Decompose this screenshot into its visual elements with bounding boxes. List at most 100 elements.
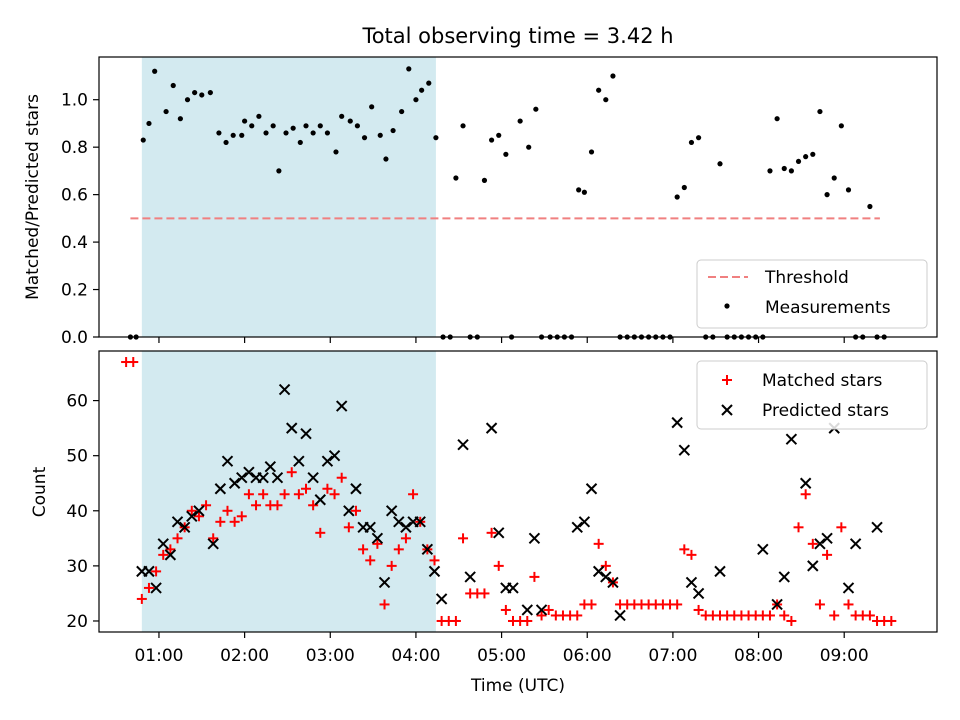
measurement-point	[170, 82, 176, 89]
matched-star-point	[136, 593, 147, 604]
predicted-star-point	[457, 438, 469, 451]
predicted-star-point	[671, 416, 683, 429]
measurement-point	[838, 123, 844, 129]
measurement-point	[270, 123, 276, 129]
predicted-star-point	[221, 455, 234, 467]
bottom-legend-box	[696, 360, 928, 430]
matched-star-point	[243, 489, 254, 500]
measurement-point	[256, 113, 262, 119]
measurement-point	[781, 165, 787, 172]
matched-star-point	[329, 489, 340, 500]
matched-star-point	[450, 615, 461, 626]
predicted-star-point	[585, 483, 598, 495]
predicted-star-point	[814, 538, 826, 550]
predicted-star-point	[521, 604, 533, 616]
predicted-star-point	[464, 571, 476, 583]
predicted-star-point	[778, 571, 790, 583]
predicted-star-point	[236, 472, 248, 484]
measurement-point	[242, 118, 248, 124]
measurement-point	[695, 135, 702, 141]
matched-star-point	[408, 489, 419, 500]
measurement-point	[177, 116, 183, 122]
matched-star-point	[379, 599, 390, 610]
predicted-star-point	[385, 505, 398, 517]
measurement-point	[433, 135, 439, 141]
measurement-point	[140, 137, 146, 143]
x-tick-label: 07:00	[648, 646, 697, 666]
matched-star-point	[286, 467, 297, 478]
measurement-point	[488, 137, 495, 143]
measurement-point	[369, 104, 375, 110]
matched-star-point	[279, 489, 290, 500]
matched-star-point	[236, 511, 247, 522]
predicted-star-point	[871, 521, 883, 534]
measurement-point	[610, 73, 616, 79]
bottom-y-axis-label: Count	[30, 466, 50, 517]
measurement-point	[867, 203, 873, 210]
measurement-point	[290, 125, 296, 131]
legend-measurements-label: Measurements	[765, 298, 891, 318]
predicted-star-point	[493, 527, 505, 539]
predicted-star-point	[243, 466, 255, 478]
measurement-point	[419, 87, 425, 93]
predicted-star-point	[428, 565, 441, 578]
top-y-tick-label: 1.0	[61, 91, 88, 111]
predicted-star-point	[228, 477, 241, 489]
top-legend: Threshold Measurements	[696, 259, 928, 329]
matched-star-point	[493, 560, 504, 571]
measurement-point	[303, 123, 309, 129]
predicted-star-point	[535, 604, 548, 616]
matched-star-point	[301, 483, 312, 494]
matched-star-point	[764, 610, 775, 621]
figure-title: Total observing time = 3.42 h	[361, 24, 673, 48]
matched-star-point	[172, 533, 183, 544]
predicted-star-point	[164, 549, 177, 561]
matched-star-point	[836, 522, 847, 533]
measurement-point	[184, 97, 191, 103]
predicted-star-point	[821, 532, 833, 545]
predicted-star-point	[799, 477, 812, 489]
predicted-star-point	[592, 565, 605, 578]
measurement-point	[347, 118, 353, 124]
legend-threshold-label: Threshold	[764, 268, 849, 288]
measurement-point	[399, 108, 405, 115]
matched-star-point	[165, 544, 176, 555]
predicted-star-point	[350, 483, 362, 495]
matched-star-point	[365, 555, 376, 566]
measurement-point	[817, 108, 823, 115]
matched-star-point	[258, 489, 269, 500]
matched-star-point	[536, 610, 547, 621]
matched-star-point	[800, 489, 811, 500]
predicted-star-point	[214, 483, 227, 495]
matched-star-point	[358, 544, 369, 555]
matched-star-point	[829, 610, 840, 621]
measurement-point	[767, 168, 773, 174]
measurement-point	[230, 132, 236, 138]
predicted-star-point	[807, 560, 819, 572]
top-y-tick-label: 0.4	[61, 233, 88, 253]
measurement-point	[199, 92, 205, 98]
legend-predicted-swatch	[721, 404, 733, 416]
matched-star-point	[807, 538, 818, 549]
predicted-star-point	[400, 521, 412, 534]
measurement-point	[588, 149, 595, 155]
predicted-star-point	[435, 593, 448, 605]
measurement-point	[576, 187, 582, 193]
measurement-point	[688, 139, 695, 146]
legend-predicted-label: Predicted stars	[762, 401, 889, 421]
top-y-tick-label: 0.0	[61, 328, 88, 348]
matched-star-point	[308, 500, 319, 511]
predicted-star-point	[371, 532, 384, 545]
matched-star-point	[814, 599, 825, 610]
predicted-star-point	[335, 400, 348, 412]
measurement-point	[526, 144, 532, 150]
matched-star-point	[393, 544, 404, 555]
predicted-star-point	[393, 516, 405, 528]
predicted-star-point	[507, 582, 519, 594]
predicted-star-point	[143, 565, 155, 578]
matched-star-point	[672, 599, 683, 610]
measurement-point	[596, 87, 602, 93]
predicted-star-point	[321, 455, 334, 467]
predicted-star-point	[314, 494, 326, 506]
